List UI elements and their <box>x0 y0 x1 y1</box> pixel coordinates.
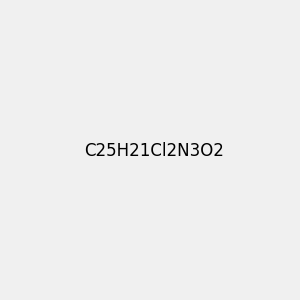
Text: C25H21Cl2N3O2: C25H21Cl2N3O2 <box>84 142 224 160</box>
